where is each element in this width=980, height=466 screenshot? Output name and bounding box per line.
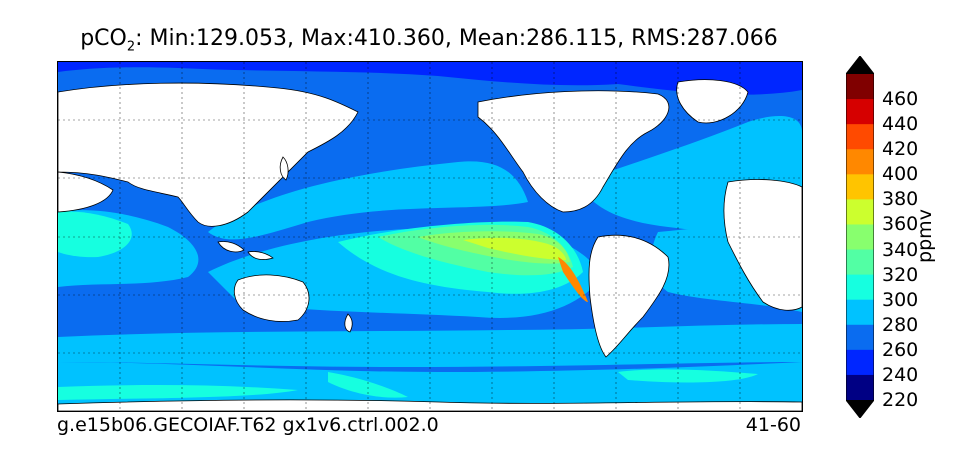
colorbar-level-460 — [846, 74, 874, 100]
arabia — [58, 171, 114, 213]
title-subscript: 2 — [126, 39, 136, 55]
colorbar-tick-label: 360 — [882, 213, 919, 236]
colorbar-tick-label: 380 — [882, 188, 919, 211]
title-variable: pCO — [80, 26, 127, 51]
weddell-patch — [618, 369, 758, 383]
indonesia — [217, 241, 245, 253]
colorbar-level-420 — [846, 124, 874, 150]
colorbar-tick-label: 320 — [882, 263, 919, 286]
colorbar-level-260 — [846, 324, 874, 351]
new-guinea — [247, 251, 274, 260]
new-zealand — [344, 313, 353, 333]
colorbar-tick-label: 420 — [882, 138, 919, 161]
colorbar-tick-label: 460 — [882, 88, 919, 111]
colorbar-over-arrow — [846, 56, 874, 74]
greenland — [676, 79, 749, 124]
colorbar-level-340 — [846, 224, 874, 251]
colorbar-unit: ppmv — [914, 209, 936, 263]
title-stats: : Min:129.053, Max:410.360, Mean:286.115… — [135, 26, 778, 51]
arabian-sea-cyan — [58, 211, 132, 258]
japan — [279, 156, 289, 181]
colorbar-tick-label: 400 — [882, 163, 919, 186]
ross-sea-patch — [328, 372, 408, 398]
colorbar-level-400 — [846, 149, 874, 175]
colorbar-level-240 — [846, 349, 874, 376]
colorbar-tick-label: 440 — [882, 113, 919, 136]
colorbar-tick-label: 240 — [882, 363, 919, 386]
colorbar-level-280 — [846, 299, 874, 326]
colorbar-level-220 — [846, 374, 874, 401]
south-america — [588, 234, 670, 358]
north-pacific-band — [208, 161, 528, 240]
arctic-band — [58, 62, 802, 95]
colorbar — [846, 56, 874, 418]
colorbar-tick-label: 340 — [882, 238, 919, 261]
colorbar-level-360 — [846, 199, 874, 225]
colorbar-tick-label: 280 — [882, 313, 919, 336]
colorbar-tick-label: 220 — [882, 389, 919, 411]
colorbar-level-440 — [846, 99, 874, 125]
east-antarctic-patch — [58, 385, 298, 400]
equatorial-pacific-yellow — [463, 237, 566, 260]
africa — [723, 179, 802, 311]
australia — [233, 274, 310, 322]
land-masses — [58, 79, 802, 411]
colorbar-tick-label: 300 — [882, 288, 919, 311]
colorbar-under-arrow — [846, 400, 874, 418]
north-america — [477, 90, 670, 213]
year-range: 41-60 — [745, 414, 801, 436]
case-name: g.e15b06.GECOIAF.T62 gx1v6.ctrl.002.0 — [57, 414, 439, 436]
colorbar-level-300 — [846, 274, 874, 301]
colorbar-level-380 — [846, 174, 874, 200]
colorbar-level-320 — [846, 249, 874, 276]
plot-title: pCO2: Min:129.053, Max:410.360, Mean:286… — [0, 26, 858, 54]
colorbar-tick-label: 260 — [882, 338, 919, 361]
peru-upwelling — [558, 257, 588, 302]
map-panel — [57, 61, 803, 412]
asia — [58, 82, 359, 227]
gridlines — [58, 62, 802, 411]
